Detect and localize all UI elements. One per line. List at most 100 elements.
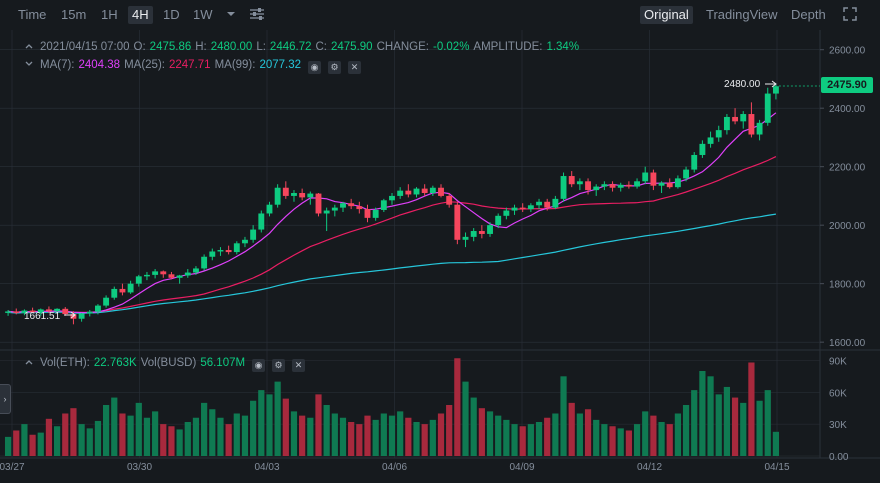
vol-close-icon[interactable]: ✕ [292, 359, 306, 372]
ma25-label: MA(25): [124, 59, 165, 71]
date-tick-label: 04/12 [637, 462, 662, 473]
volume-bar [62, 413, 69, 456]
candle-body [625, 184, 632, 187]
volume-bar [217, 417, 224, 456]
candle-body [168, 274, 175, 278]
expand-panel-chevron-icon[interactable]: › [0, 384, 11, 414]
candle-body [642, 172, 649, 182]
more-intervals-chevron-icon[interactable] [226, 6, 236, 26]
vol-collapse-chevron-icon[interactable] [24, 357, 34, 367]
candle-body [601, 184, 608, 187]
interval-15m[interactable]: 15m [61, 7, 87, 22]
candle-body [94, 305, 101, 312]
view-original-button[interactable]: Original [640, 6, 693, 24]
volume-bar [503, 419, 510, 456]
ma99-line [8, 213, 776, 314]
settings-sliders-icon[interactable] [249, 6, 265, 26]
date-tick-label: 03/30 [127, 462, 152, 473]
candle-body [233, 243, 240, 253]
candle-body [282, 187, 289, 196]
volume-bar [446, 405, 453, 456]
volume-tick-label: 30K [829, 420, 847, 431]
view-tradingview-button[interactable]: TradingView [706, 7, 778, 22]
candle-body [421, 188, 428, 193]
interval-1h[interactable]: 1H [101, 7, 118, 22]
ma-close-icon[interactable]: ✕ [348, 61, 362, 74]
high-price-marker: 2480.00 [724, 79, 761, 90]
candle-body [593, 186, 600, 191]
vol-settings-gear-icon[interactable]: ⚙ [272, 359, 286, 372]
candle-body [135, 276, 142, 284]
volume-bar [552, 413, 559, 456]
volume-bar [103, 405, 110, 456]
candle-body [674, 178, 681, 188]
volume-bar [372, 419, 379, 456]
ma-settings-gear-icon[interactable]: ⚙ [328, 61, 342, 74]
volume-bar [568, 402, 575, 456]
interval-1w[interactable]: 1W [193, 7, 213, 22]
legend-datetime: 2021/04/15 07:00 [40, 41, 130, 53]
price-tick-label: 1600.00 [829, 338, 866, 349]
candle-body [764, 93, 771, 123]
volume-bar [160, 424, 167, 456]
volume-bar [29, 434, 36, 456]
ohlc-legend: 2021/04/15 07:00 O: 2475.86 H: 2480.00 L: 2446… [24, 40, 583, 54]
candle-body [454, 204, 461, 240]
candle-body [62, 308, 69, 315]
ma-collapse-chevron-icon[interactable] [24, 59, 34, 69]
volume-bar [37, 432, 44, 456]
candle-body [536, 201, 542, 206]
candle-body [609, 184, 616, 188]
interval-1d[interactable]: 1D [163, 7, 180, 22]
price-tick-label: 2200.00 [829, 163, 866, 174]
legend-high: 2480.00 [210, 41, 253, 53]
candle-body [225, 250, 232, 253]
ma7-value: 2404.38 [78, 59, 121, 71]
volume-bar [250, 400, 257, 456]
ma99-label: MA(99): [214, 59, 256, 71]
candle-body [568, 176, 575, 185]
vol-eth-value: 22.763K [93, 357, 137, 369]
legend-change-label: CHANGE: [376, 41, 429, 53]
candle-body [723, 116, 730, 131]
volume-bar [21, 424, 28, 456]
candle-body [37, 309, 44, 313]
volume-bar [274, 381, 281, 456]
legend-amp-label: AMPLITUDE: [473, 41, 543, 53]
interval-4h[interactable]: 4H [128, 6, 153, 24]
volume-bar [152, 411, 159, 456]
vol-visibility-eye-icon[interactable]: ◉ [252, 359, 266, 372]
candle-body [503, 210, 510, 216]
volume-bar [764, 390, 771, 456]
volume-bar [511, 424, 518, 456]
candle-body [634, 181, 640, 187]
ma-visibility-eye-icon[interactable]: ◉ [308, 61, 322, 74]
candle-body [691, 154, 698, 170]
candle-body [413, 188, 420, 195]
volume-bar [380, 413, 387, 456]
volume-bar [462, 381, 469, 456]
current-price-tag: 2475.90 [821, 77, 873, 93]
volume-bar [176, 429, 183, 456]
volume-bar [86, 428, 93, 456]
volume-bar [119, 413, 126, 456]
volume-bar [78, 424, 85, 456]
collapse-chevron-icon[interactable] [24, 41, 34, 51]
candle-body [86, 311, 93, 314]
candle-body [307, 193, 314, 198]
view-depth-button[interactable]: Depth [791, 7, 826, 22]
volume-bar [331, 413, 338, 456]
candle-body [242, 239, 248, 244]
interval-time[interactable]: Time [18, 7, 47, 22]
volume-bar [470, 397, 477, 456]
date-tick-label: 04/06 [382, 462, 407, 473]
volume-bar [593, 419, 600, 456]
candle-body [683, 169, 690, 179]
volume-bar [168, 426, 175, 456]
volume-bar [772, 431, 780, 456]
fullscreen-icon[interactable] [843, 7, 857, 25]
volume-bar [740, 402, 747, 456]
volume-bar [45, 418, 53, 456]
candle-body [544, 201, 551, 208]
